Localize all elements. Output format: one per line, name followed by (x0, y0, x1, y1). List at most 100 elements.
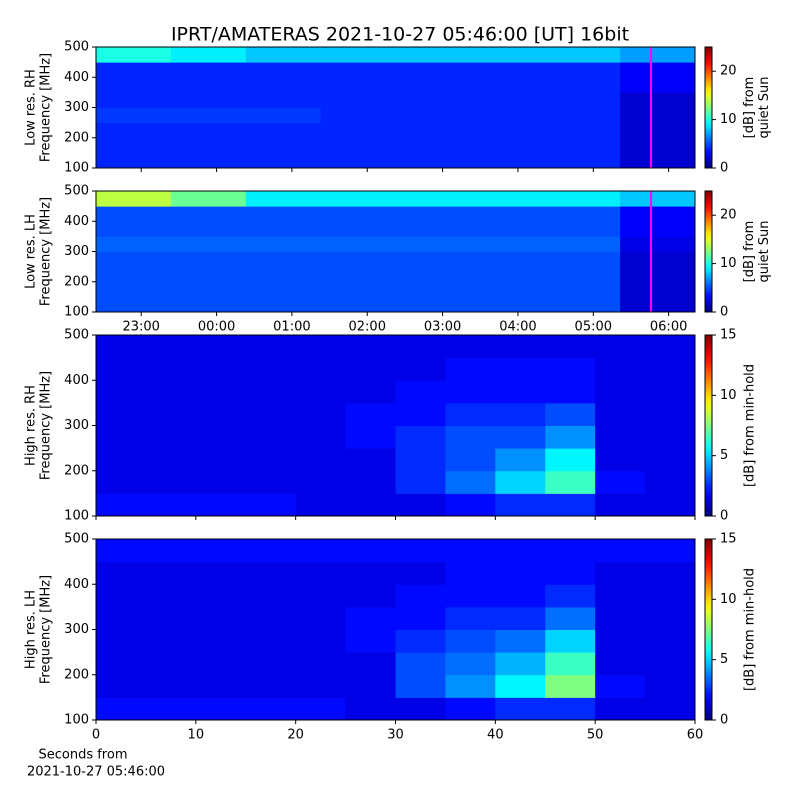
y-axis-label: Low res. RH (24, 69, 39, 146)
heatmap-cell (96, 697, 147, 721)
heatmap-cell (445, 606, 496, 630)
heatmap-cell (320, 191, 396, 207)
heatmap-cell (345, 380, 396, 404)
heatmap-cell (395, 606, 446, 630)
heatmap-cell (395, 584, 446, 608)
chart-title: IPRT/AMATERAS 2021-10-27 05:46:00 [UT] 1… (171, 24, 629, 46)
y-tick-label: 200 (64, 667, 89, 682)
heatmap-cell (595, 652, 646, 676)
heatmap-cell (170, 152, 247, 169)
heatmap-cell (245, 425, 297, 449)
heatmap-cell (495, 493, 546, 517)
heatmap-cell (395, 652, 446, 676)
heatmap-cell (545, 152, 621, 169)
heatmap-cell (96, 281, 172, 298)
heatmap-cell (620, 92, 696, 108)
heatmap-cell (245, 221, 322, 237)
heatmap-cell (96, 425, 147, 449)
x-tick-label: 10 (188, 728, 205, 743)
heatmap-cell (170, 296, 247, 313)
colorbar-tick-label: 10 (720, 388, 737, 403)
heatmap-cell (320, 236, 396, 252)
heatmap-cell (595, 674, 646, 698)
heatmap-cell (320, 281, 396, 298)
heatmap-cell (595, 561, 646, 585)
heatmap-cell (245, 152, 322, 169)
colorbar-label: [dB] from (742, 77, 757, 139)
heatmap-cell (245, 561, 297, 585)
heatmap-cell (595, 402, 646, 426)
heatmap-cell (170, 92, 247, 108)
heatmap-cell (245, 606, 297, 630)
x-tick-label: 02:00 (349, 320, 386, 335)
heatmap-cell (445, 629, 496, 653)
heatmap-cell (645, 448, 696, 472)
heatmap-cell (395, 674, 446, 698)
heatmap-cell (595, 380, 646, 404)
heatmap-cell (395, 402, 446, 426)
heatmap-cell (470, 296, 546, 313)
heatmap-cell (195, 606, 247, 630)
heatmap-cell (320, 122, 396, 139)
heatmap-cell (295, 448, 347, 472)
heatmap-cell (96, 652, 147, 676)
heatmap-cell (545, 137, 621, 154)
heatmap-cell (395, 236, 471, 252)
heatmap-cell (620, 191, 696, 207)
heatmap-cell (395, 281, 471, 298)
heatmap-cell (470, 266, 546, 283)
heatmap-cell (545, 77, 621, 93)
heatmap-cell (620, 152, 696, 169)
heatmap-cell (245, 629, 297, 653)
y-tick-label: 400 (64, 214, 89, 229)
heatmap-cell (395, 425, 446, 449)
heatmap-cell (645, 674, 696, 698)
x-tick-label: 40 (487, 728, 504, 743)
heatmap-cell (96, 137, 172, 154)
heatmap-cell (345, 629, 396, 653)
heatmap-cell (320, 107, 396, 124)
heatmap-cell (595, 448, 646, 472)
heatmap-cell (96, 584, 147, 608)
colorbar-tick-label: 20 (720, 64, 737, 79)
x-tick-label: 06:00 (650, 320, 687, 335)
heatmap-cell (395, 191, 471, 207)
heatmap-cell (145, 493, 197, 517)
heatmap-cell (96, 251, 172, 268)
heatmap-cell (195, 448, 247, 472)
heatmap-cell (545, 92, 621, 108)
heatmap-cell (495, 697, 546, 721)
heatmap-cell (470, 137, 546, 154)
heatmap-cell (170, 251, 247, 268)
heatmap-cell (295, 652, 347, 676)
heatmap-cell (595, 335, 646, 359)
heatmap-cell (96, 266, 172, 283)
heatmap-cell (445, 539, 496, 563)
heatmap-cell (545, 606, 596, 630)
heatmap-cell (96, 122, 172, 139)
heatmap-cell (245, 448, 297, 472)
y-tick-label: 100 (64, 305, 89, 320)
x-tick-label: 50 (587, 728, 604, 743)
y-axis-label: Frequency [MHz] (39, 575, 54, 684)
heatmap-cell (645, 425, 696, 449)
heatmap-cell (245, 266, 322, 283)
heatmap-cell (145, 425, 197, 449)
heatmap-cell (545, 266, 621, 283)
heatmap-cell (96, 206, 172, 222)
heatmap-cell (620, 62, 696, 78)
y-tick-label: 400 (64, 70, 89, 85)
colorbar-tick-label: 0 (720, 509, 728, 524)
heatmap-cell (195, 357, 247, 381)
heatmap-cell (195, 652, 247, 676)
y-tick-label: 300 (64, 100, 89, 115)
heatmap-cell (345, 584, 396, 608)
colorbar-tick-label: 15 (720, 532, 737, 547)
x-tick-label: 01:00 (273, 320, 310, 335)
heatmap-cell (395, 470, 446, 494)
x-tick-label: 00:00 (198, 320, 235, 335)
heatmap-cell (245, 674, 297, 698)
y-axis-label: Frequency [MHz] (39, 197, 54, 306)
heatmap-cell (170, 236, 247, 252)
heatmap-cell (620, 107, 696, 124)
